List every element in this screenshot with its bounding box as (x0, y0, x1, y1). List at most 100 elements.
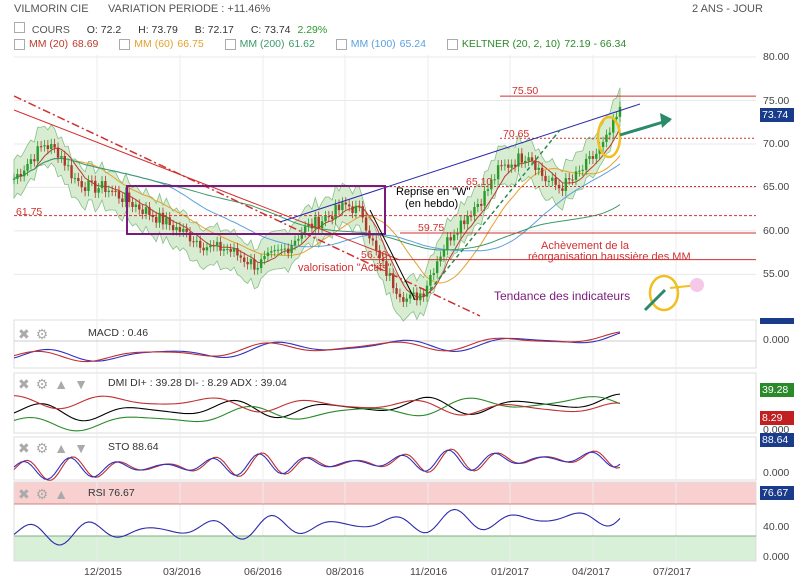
candle-body (439, 256, 442, 262)
candle-body (63, 156, 66, 166)
candle-body (513, 164, 517, 167)
level-6510: 65.10 (466, 176, 493, 188)
candle-body (442, 249, 446, 257)
candle-body (571, 179, 574, 181)
candle-body (449, 237, 452, 241)
dmi-title: DMI DI+ : 39.28 DI- : 8.29 ADX : 39.04 (108, 377, 287, 389)
candle-body (540, 167, 544, 176)
candle-body (185, 228, 188, 233)
candle-body (165, 217, 168, 225)
candle-body (385, 261, 388, 276)
candle-body (473, 206, 476, 217)
checkbox-icon[interactable] (14, 22, 25, 33)
candle-body (337, 204, 341, 211)
candle-body (483, 190, 486, 206)
candle-body (435, 261, 439, 274)
candle-body (209, 245, 212, 248)
candle-body (527, 157, 530, 161)
candle-body (327, 216, 331, 218)
candle-body (341, 202, 344, 211)
candle-body (307, 223, 310, 227)
candle-body (293, 240, 297, 246)
candle-body (317, 216, 320, 229)
candle-body (205, 247, 209, 251)
candle-body (212, 245, 215, 247)
uptrend-channel (429, 129, 561, 291)
candle-body (351, 206, 354, 214)
arrow-up-head (660, 113, 672, 128)
price-axis-tick: 80.00 (763, 51, 790, 63)
candle-body (544, 175, 547, 182)
ma100-legend[interactable]: MM (100) 65.24 (335, 38, 426, 50)
candle-body (608, 132, 612, 135)
resistance-line (279, 103, 641, 223)
macd-tools[interactable]: ✖⚙ (18, 326, 55, 342)
sto-tools[interactable]: ✖⚙▲▼ (18, 440, 94, 456)
candle-body (463, 220, 466, 225)
candle-body (290, 245, 293, 254)
rsi-tools[interactable]: ✖⚙▲ (18, 486, 75, 502)
candle-body (175, 227, 178, 231)
candle-body (199, 240, 202, 248)
candle-body (334, 204, 337, 220)
rsi-axis-40: 40.00 (763, 521, 790, 533)
period-label[interactable]: 2 ANS - JOUR (692, 3, 763, 15)
candle-body (591, 156, 595, 159)
x-tick: 03/2016 (163, 566, 201, 578)
highlight-ellipse (596, 115, 622, 159)
candle-body (114, 190, 117, 192)
candle-body (469, 215, 473, 217)
candle-body (520, 153, 524, 163)
cours-pct: 2.29% (297, 24, 328, 36)
candle-body (16, 173, 19, 179)
candle-body (90, 180, 94, 182)
candle-body (507, 164, 510, 168)
candle-body (347, 204, 351, 207)
candle-body (70, 165, 73, 179)
candle-body (124, 192, 127, 202)
ma200-legend[interactable]: MM (200) 61.62 (224, 38, 315, 50)
annot-hebdo: (en hebdo) (405, 198, 459, 210)
candle-body (517, 153, 520, 167)
keltner-band (13, 87, 621, 322)
annot-achevement2: réorganisation haussière des MM (528, 251, 691, 263)
candle-body (202, 247, 205, 251)
candle-body (46, 145, 50, 149)
candle-body (266, 252, 270, 257)
ma20-legend[interactable]: MM (20) 68.69 (14, 38, 98, 50)
candle-body (432, 273, 435, 275)
rsi-axis-0: 0.000 (763, 551, 790, 563)
sto-title: STO 88.64 (108, 441, 159, 453)
candle-body (222, 249, 226, 251)
x-tick: 11/2016 (410, 566, 448, 578)
candle-body (131, 202, 134, 207)
candle-body (395, 288, 398, 294)
macd-signal (13, 331, 621, 363)
price-axis-tick: 70.00 (763, 138, 790, 150)
cours-open: O: 72.2 (86, 24, 122, 36)
candle-body (100, 181, 104, 189)
candle-body (486, 189, 490, 191)
rsi-line (13, 508, 621, 546)
candle-body (564, 178, 568, 191)
keltner-legend[interactable]: KELTNER (20, 2, 10) 72.19 - 66.34 (446, 38, 626, 50)
candle-body (192, 241, 195, 243)
annot-reprise: Reprise en "W" (396, 186, 471, 198)
candle-body (595, 153, 598, 159)
price-axis-tick: 55.00 (763, 268, 790, 280)
ma60-legend[interactable]: MM (60) 66.75 (119, 38, 204, 50)
candle-body (605, 134, 608, 142)
macd-axis: 0.000 (763, 334, 790, 346)
candle-body (104, 181, 107, 193)
level-7550: 75.50 (512, 85, 539, 97)
candle-body (33, 159, 36, 162)
dmi-tools[interactable]: ✖⚙▲▼ (18, 376, 94, 392)
candle-body (574, 171, 578, 180)
candle-body (229, 249, 232, 252)
candle-body (412, 292, 415, 295)
x-tick: 01/2017 (491, 566, 529, 578)
di-plus-line (13, 396, 621, 432)
sto-axis: 0.000 (763, 467, 790, 479)
candle-body (259, 259, 263, 269)
